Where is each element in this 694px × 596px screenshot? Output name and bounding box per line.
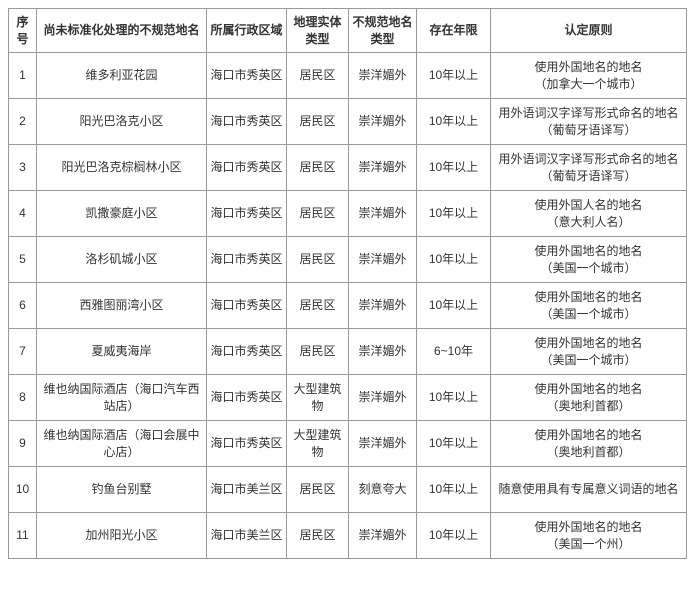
cell: 居民区 — [287, 191, 349, 237]
cell: 海口市秀英区 — [207, 145, 287, 191]
cell: 居民区 — [287, 53, 349, 99]
table-row: 2阳光巴洛克小区海口市秀英区居民区崇洋媚外10年以上用外语词汉字译写形式命名的地… — [9, 99, 687, 145]
cell: 居民区 — [287, 513, 349, 559]
cell: 海口市美兰区 — [207, 467, 287, 513]
cell: 崇洋媚外 — [349, 53, 417, 99]
cell: 崇洋媚外 — [349, 145, 417, 191]
table-row: 7夏威夷海岸海口市秀英区居民区崇洋媚外6~10年使用外国地名的地名（美国一个城市… — [9, 329, 687, 375]
cell: 海口市秀英区 — [207, 237, 287, 283]
table-body: 1维多利亚花园海口市秀英区居民区崇洋媚外10年以上使用外国地名的地名（加拿大一个… — [9, 53, 687, 559]
table-row: 3阳光巴洛克棕榈林小区海口市秀英区居民区崇洋媚外10年以上用外语词汉字译写形式命… — [9, 145, 687, 191]
cell: 大型建筑物 — [287, 421, 349, 467]
cell: 海口市秀英区 — [207, 329, 287, 375]
cell: 海口市秀英区 — [207, 421, 287, 467]
cell: 海口市美兰区 — [207, 513, 287, 559]
cell: 4 — [9, 191, 37, 237]
table-row: 10钓鱼台别墅海口市美兰区居民区刻意夸大10年以上随意使用具有专属意义词语的地名 — [9, 467, 687, 513]
cell: 10年以上 — [417, 237, 491, 283]
cell: 2 — [9, 99, 37, 145]
cell: 海口市秀英区 — [207, 191, 287, 237]
cell: 居民区 — [287, 99, 349, 145]
table-row: 5洛杉矶城小区海口市秀英区居民区崇洋媚外10年以上使用外国地名的地名（美国一个城… — [9, 237, 687, 283]
cell: 崇洋媚外 — [349, 421, 417, 467]
cell: 崇洋媚外 — [349, 513, 417, 559]
cell: 1 — [9, 53, 37, 99]
cell: 随意使用具有专属意义词语的地名 — [491, 467, 687, 513]
table-row: 1维多利亚花园海口市秀英区居民区崇洋媚外10年以上使用外国地名的地名（加拿大一个… — [9, 53, 687, 99]
placenames-table: 序号 尚未标准化处理的不规范地名 所属行政区域 地理实体类型 不规范地名类型 存… — [8, 8, 687, 559]
col-district: 所属行政区域 — [207, 9, 287, 53]
table-row: 8维也纳国际酒店（海口汽车西站店）海口市秀英区大型建筑物崇洋媚外10年以上使用外… — [9, 375, 687, 421]
cell: 海口市秀英区 — [207, 375, 287, 421]
cell: 崇洋媚外 — [349, 237, 417, 283]
table-row: 11加州阳光小区海口市美兰区居民区崇洋媚外10年以上使用外国地名的地名（美国一个… — [9, 513, 687, 559]
cell: 10年以上 — [417, 467, 491, 513]
cell: 10年以上 — [417, 191, 491, 237]
cell: 维也纳国际酒店（海口汽车西站店） — [37, 375, 207, 421]
cell: 维也纳国际酒店（海口会展中心店） — [37, 421, 207, 467]
cell: 海口市秀英区 — [207, 99, 287, 145]
cell: 使用外国地名的地名（奥地利首都） — [491, 421, 687, 467]
table-row: 4凯撒豪庭小区海口市秀英区居民区崇洋媚外10年以上使用外国人名的地名（意大利人名… — [9, 191, 687, 237]
cell: 10年以上 — [417, 283, 491, 329]
cell: 6 — [9, 283, 37, 329]
cell: 10年以上 — [417, 99, 491, 145]
cell: 3 — [9, 145, 37, 191]
cell: 使用外国地名的地名（美国一个城市） — [491, 283, 687, 329]
cell: 加州阳光小区 — [37, 513, 207, 559]
cell: 崇洋媚外 — [349, 99, 417, 145]
cell: 凯撒豪庭小区 — [37, 191, 207, 237]
cell: 6~10年 — [417, 329, 491, 375]
cell: 崇洋媚外 — [349, 191, 417, 237]
cell: 使用外国地名的地名（奥地利首都） — [491, 375, 687, 421]
cell: 崇洋媚外 — [349, 329, 417, 375]
cell: 维多利亚花园 — [37, 53, 207, 99]
cell: 10年以上 — [417, 513, 491, 559]
cell: 崇洋媚外 — [349, 375, 417, 421]
col-placename: 尚未标准化处理的不规范地名 — [37, 9, 207, 53]
cell: 11 — [9, 513, 37, 559]
cell: 10年以上 — [417, 145, 491, 191]
cell: 10年以上 — [417, 421, 491, 467]
cell: 10 — [9, 467, 37, 513]
col-index: 序号 — [9, 9, 37, 53]
cell: 洛杉矶城小区 — [37, 237, 207, 283]
cell: 10年以上 — [417, 53, 491, 99]
cell: 使用外国地名的地名（美国一个城市） — [491, 329, 687, 375]
cell: 大型建筑物 — [287, 375, 349, 421]
cell: 阳光巴洛克棕榈林小区 — [37, 145, 207, 191]
cell: 钓鱼台别墅 — [37, 467, 207, 513]
cell: 崇洋媚外 — [349, 283, 417, 329]
cell: 阳光巴洛克小区 — [37, 99, 207, 145]
cell: 使用外国地名的地名（加拿大一个城市） — [491, 53, 687, 99]
cell: 居民区 — [287, 283, 349, 329]
cell: 海口市秀英区 — [207, 53, 287, 99]
cell: 7 — [9, 329, 37, 375]
cell: 使用外国人名的地名（意大利人名） — [491, 191, 687, 237]
col-years: 存在年限 — [417, 9, 491, 53]
col-type: 不规范地名类型 — [349, 9, 417, 53]
cell: 8 — [9, 375, 37, 421]
cell: 刻意夸大 — [349, 467, 417, 513]
cell: 居民区 — [287, 145, 349, 191]
cell: 西雅图丽湾小区 — [37, 283, 207, 329]
cell: 使用外国地名的地名（美国一个州） — [491, 513, 687, 559]
cell: 用外语词汉字译写形式命名的地名（葡萄牙语译写） — [491, 99, 687, 145]
cell: 10年以上 — [417, 375, 491, 421]
cell: 海口市秀英区 — [207, 283, 287, 329]
cell: 居民区 — [287, 467, 349, 513]
cell: 5 — [9, 237, 37, 283]
table-row: 9维也纳国际酒店（海口会展中心店）海口市秀英区大型建筑物崇洋媚外10年以上使用外… — [9, 421, 687, 467]
cell: 使用外国地名的地名（美国一个城市） — [491, 237, 687, 283]
cell: 9 — [9, 421, 37, 467]
cell: 夏威夷海岸 — [37, 329, 207, 375]
col-rule: 认定原则 — [491, 9, 687, 53]
table-header: 序号 尚未标准化处理的不规范地名 所属行政区域 地理实体类型 不规范地名类型 存… — [9, 9, 687, 53]
table-row: 6西雅图丽湾小区海口市秀英区居民区崇洋媚外10年以上使用外国地名的地名（美国一个… — [9, 283, 687, 329]
header-row: 序号 尚未标准化处理的不规范地名 所属行政区域 地理实体类型 不规范地名类型 存… — [9, 9, 687, 53]
cell: 居民区 — [287, 329, 349, 375]
col-entity: 地理实体类型 — [287, 9, 349, 53]
cell: 用外语词汉字译写形式命名的地名（葡萄牙语译写） — [491, 145, 687, 191]
cell: 居民区 — [287, 237, 349, 283]
